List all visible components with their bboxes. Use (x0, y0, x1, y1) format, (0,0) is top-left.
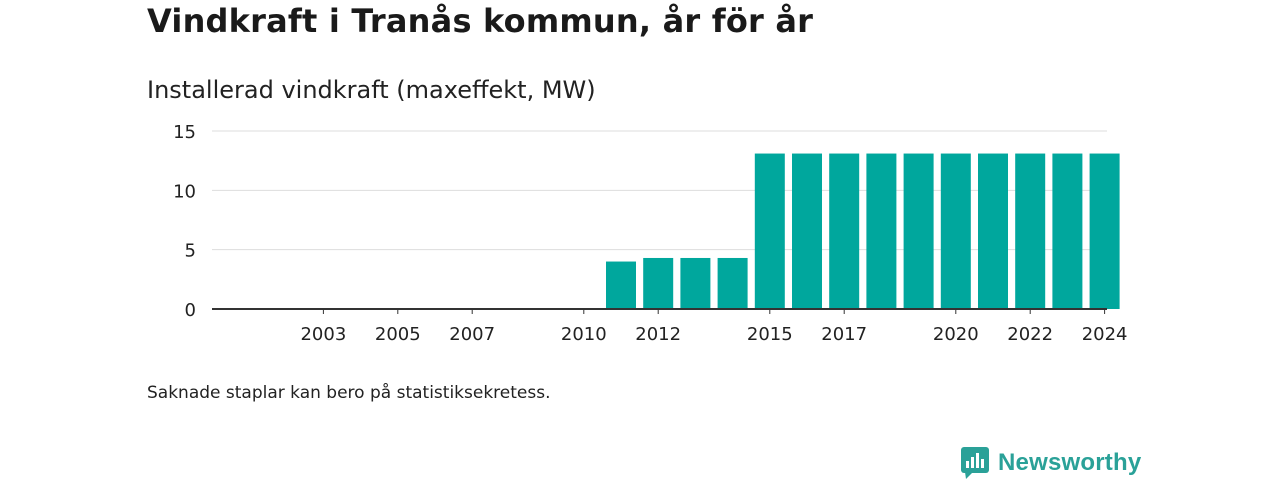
y-tick-label: 15 (173, 122, 196, 143)
bar-2016 (792, 153, 822, 309)
x-tick-label: 2007 (449, 324, 495, 345)
x-axis-ticks: 2003 2005 2007 2010 2012 2015 2017 2020 2022 2024 (300, 309, 1128, 345)
brand-logo: Newsworthy (961, 447, 1141, 479)
gridlines (212, 130, 1107, 251)
x-tick-label: 2012 (635, 324, 681, 345)
bar-2022 (1015, 153, 1046, 309)
y-tick-label: 0 (185, 300, 196, 321)
bar-2023 (1052, 153, 1083, 309)
footnote: Saknade staplar kan bero på statistiksek… (147, 383, 551, 403)
bar-2013 (680, 257, 711, 309)
x-tick-label: 2005 (375, 324, 421, 345)
brand-name: Newsworthy (998, 449, 1142, 476)
x-tick-label: 2003 (300, 324, 346, 345)
y-axis-ticks: 0 5 10 15 (173, 122, 196, 321)
bar-2019 (903, 153, 934, 309)
bar-2015 (754, 153, 785, 309)
x-tick-label: 2024 (1082, 324, 1128, 345)
x-tick-label: 2020 (933, 324, 979, 345)
x-tick-label: 2022 (1007, 324, 1053, 345)
bar-2017 (829, 153, 860, 309)
y-tick-label: 10 (173, 181, 196, 202)
bar-2011 (606, 261, 636, 309)
chart-subtitle: Installerad vindkraft (maxeffekt, MW) (147, 76, 596, 104)
bar-2024 (1089, 153, 1120, 309)
x-tick-label: 2010 (561, 324, 607, 345)
chart-title: Vindkraft i Tranås kommun, år för år (147, 2, 814, 40)
newsworthy-logo-icon (961, 447, 989, 479)
bar-2014 (717, 257, 748, 309)
bars (606, 153, 1120, 309)
bar-2021 (978, 153, 1008, 309)
bar-2020 (940, 153, 971, 309)
x-tick-label: 2015 (747, 324, 793, 345)
x-tick-label: 2017 (821, 324, 867, 345)
bar-2012 (643, 257, 674, 309)
y-tick-label: 5 (185, 241, 196, 262)
bar-2018 (866, 153, 897, 309)
